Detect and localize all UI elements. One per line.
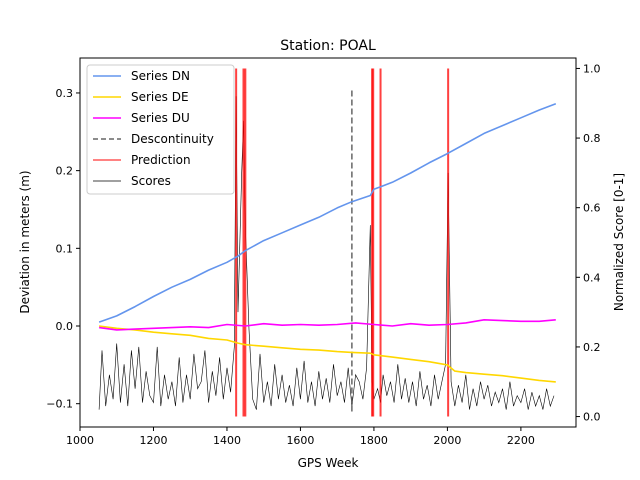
x-tick-label: 2000 [433, 434, 461, 447]
x-axis-label: GPS Week [298, 456, 359, 470]
series-layer [98, 68, 557, 417]
y2-tick-label: 0.6 [583, 202, 601, 215]
plot-area [79, 57, 577, 428]
y2-tick-label: 0.0 [583, 411, 601, 424]
legend-label: Series DE [131, 90, 189, 104]
legend-items: Series DN Series DE Series DU Descontinuity… [93, 69, 214, 188]
legend: Series DN Series DE Series DU Descontinuity… [86, 64, 235, 195]
legend-label: Series DU [131, 111, 190, 125]
y-axis-left: −0.1 0.0 0.1 0.2 0.3 [46, 87, 80, 411]
series-line-series-du [98, 319, 556, 331]
series-line-series-dn [98, 103, 557, 323]
x-tick-label: 2200 [507, 434, 535, 447]
x-tick-label: 1400 [213, 434, 241, 447]
legend-label: Scores [131, 174, 171, 188]
y2-tick-label: 1.0 [583, 62, 601, 75]
x-tick-label: 1800 [360, 434, 388, 447]
series-line-series-de [98, 325, 556, 383]
y2-tick-label: 0.8 [583, 132, 601, 145]
plot-frame [79, 57, 577, 428]
series-line-scores [98, 96, 555, 410]
x-tick-label: 1200 [139, 434, 167, 447]
x-axis: 1000 1200 1400 1600 1800 2000 2200 [66, 427, 535, 447]
chart-title: Station: POAL [280, 38, 376, 54]
legend-label: Series DN [131, 69, 190, 83]
y-axis-right: 0.0 0.2 0.4 0.6 0.8 1.0 [576, 62, 601, 424]
x-tick-label: 1000 [66, 434, 94, 447]
y2-tick-label: 0.2 [583, 341, 601, 354]
y-tick-label: −0.1 [46, 398, 73, 411]
legend-label: Descontinuity [131, 132, 214, 146]
y2-tick-label: 0.4 [583, 271, 601, 284]
legend-box [86, 64, 235, 195]
y-tick-label: 0.3 [56, 87, 74, 100]
legend-label: Prediction [131, 153, 191, 167]
y-axis-label: Deviation in meters (m) [18, 170, 32, 313]
y2-axis-label: Normalized Score [0-1] [612, 173, 626, 311]
x-tick-label: 1600 [286, 434, 314, 447]
y-tick-label: 0.0 [56, 320, 74, 333]
y-tick-label: 0.2 [56, 165, 74, 178]
y-tick-label: 0.1 [56, 242, 74, 255]
